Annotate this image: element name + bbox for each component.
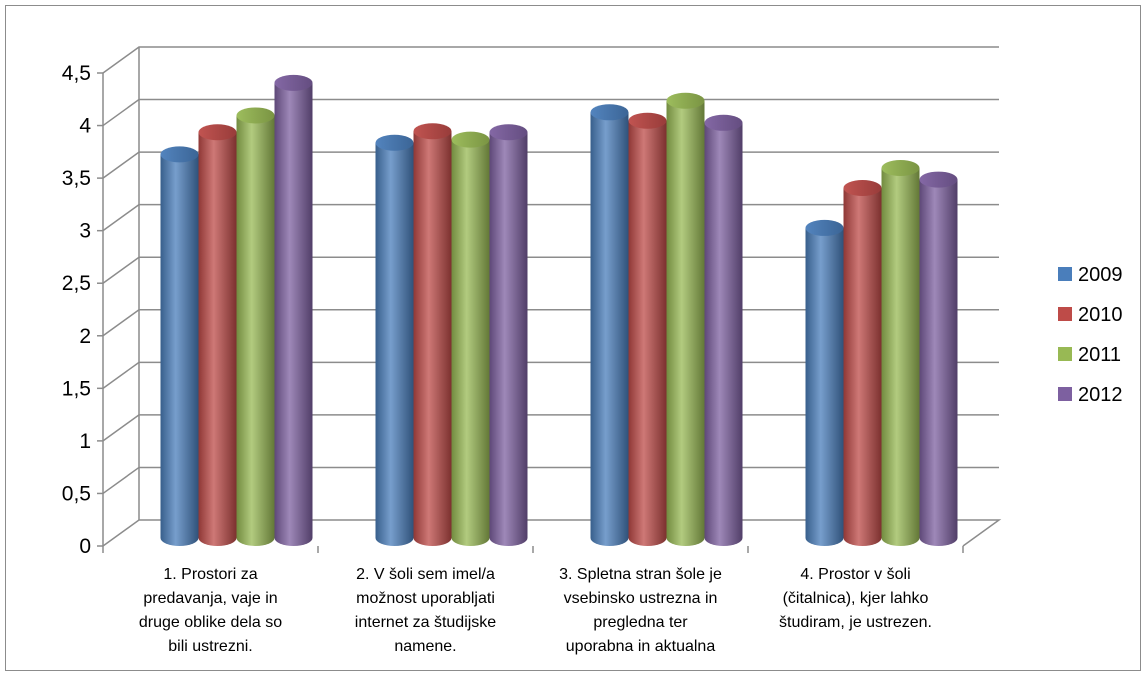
category-label: predavanja, vaje in — [143, 590, 277, 607]
bar-body — [590, 112, 629, 547]
gridline — [102, 46, 999, 74]
category-label: 2. V šoli sem imel/a — [356, 566, 495, 583]
category-label: vsebinsko ustrezna in — [564, 590, 718, 607]
category-label: 1. Prostori za — [163, 566, 257, 583]
legend-label: 2011 — [1078, 344, 1121, 366]
y-tick-label: 2 — [79, 325, 91, 348]
bar — [198, 124, 237, 546]
bar — [375, 134, 414, 546]
legend-swatch — [1058, 387, 1072, 401]
bar-cap — [881, 160, 920, 177]
legend-label: 2009 — [1078, 264, 1123, 286]
bar — [451, 131, 490, 546]
floor-outline — [102, 519, 1002, 547]
bar-cap — [489, 124, 528, 141]
bar-body — [198, 132, 237, 546]
bar-body — [160, 154, 199, 546]
bar — [805, 219, 844, 546]
y-tick-label: 3,5 — [62, 167, 91, 190]
category-label: 3. Spletna stran šole je — [559, 566, 722, 583]
legend-label: 2010 — [1078, 304, 1123, 326]
bar — [704, 114, 743, 547]
bar-body — [919, 179, 958, 546]
category-label: uporabna in aktualna — [566, 638, 716, 655]
bar — [590, 104, 629, 547]
y-tick-label: 1,5 — [62, 377, 91, 400]
bar-cap — [451, 131, 490, 148]
bar-body — [375, 142, 414, 546]
legend-swatch — [1058, 267, 1072, 281]
bar-body — [274, 82, 313, 546]
bar — [666, 92, 705, 546]
bar-cap — [628, 112, 667, 129]
bar — [236, 107, 275, 546]
bar-cap — [704, 114, 743, 131]
bar-body — [666, 100, 705, 546]
category-label: 4. Prostor v šoli — [800, 566, 910, 583]
category-labels: 1. Prostori za predavanja, vaje in druge o… — [139, 566, 932, 655]
bar-cap — [590, 104, 629, 121]
bar-cap — [666, 92, 705, 109]
bar-body — [236, 115, 275, 546]
bar-cap — [843, 179, 882, 196]
bar — [881, 160, 920, 546]
bar — [628, 112, 667, 546]
bar-body — [843, 187, 882, 547]
bar — [413, 123, 452, 546]
bar-body — [881, 168, 920, 546]
bar-cap — [236, 107, 275, 124]
axes — [97, 47, 964, 553]
bar — [160, 146, 199, 546]
bar-body — [704, 122, 743, 547]
y-tick-label: 4,5 — [62, 62, 91, 85]
bar-body — [413, 131, 452, 546]
bar — [919, 171, 958, 546]
legend-swatch — [1058, 307, 1072, 321]
bar-cap — [805, 219, 844, 236]
y-tick-label: 3 — [79, 220, 91, 243]
category-label: (čitalnica), kjer lahko — [783, 590, 929, 607]
y-tick-label: 0 — [79, 535, 91, 558]
category-label: bili ustrezni. — [168, 638, 252, 655]
category-label: namene. — [394, 638, 456, 655]
y-axis-tick-labels: 0 0,5 1 1,5 2 2,5 3 3,5 4 4,5 — [62, 62, 92, 558]
legend-label: 2012 — [1078, 384, 1123, 406]
category-label: internet za študijske — [355, 614, 497, 631]
bar-cap — [274, 74, 313, 91]
bar — [274, 74, 313, 546]
category-label: druge oblike dela so — [139, 614, 282, 631]
bar-body — [628, 120, 667, 546]
legend: 2009 2010 2011 2012 — [1058, 264, 1123, 406]
bars — [160, 74, 958, 547]
category-label: pregledna ter — [593, 614, 688, 631]
y-tick-label: 1 — [79, 430, 91, 453]
bar-cap — [198, 124, 237, 141]
y-tick-label: 4 — [79, 115, 91, 138]
category-label: možnost uporabljati — [356, 590, 495, 607]
bar-body — [451, 139, 490, 546]
bar — [489, 124, 528, 546]
bar — [843, 179, 882, 547]
bar-body — [489, 132, 528, 546]
bar-cap — [413, 123, 452, 140]
legend-swatch — [1058, 347, 1072, 361]
y-tick-label: 2,5 — [62, 272, 91, 295]
category-label: študiram, je ustrezen. — [779, 614, 932, 631]
y-tick-label: 0,5 — [62, 482, 91, 505]
bar-cap — [375, 134, 414, 151]
bar-cap — [160, 146, 199, 163]
bar-cap — [919, 171, 958, 188]
bar-body — [805, 227, 844, 546]
